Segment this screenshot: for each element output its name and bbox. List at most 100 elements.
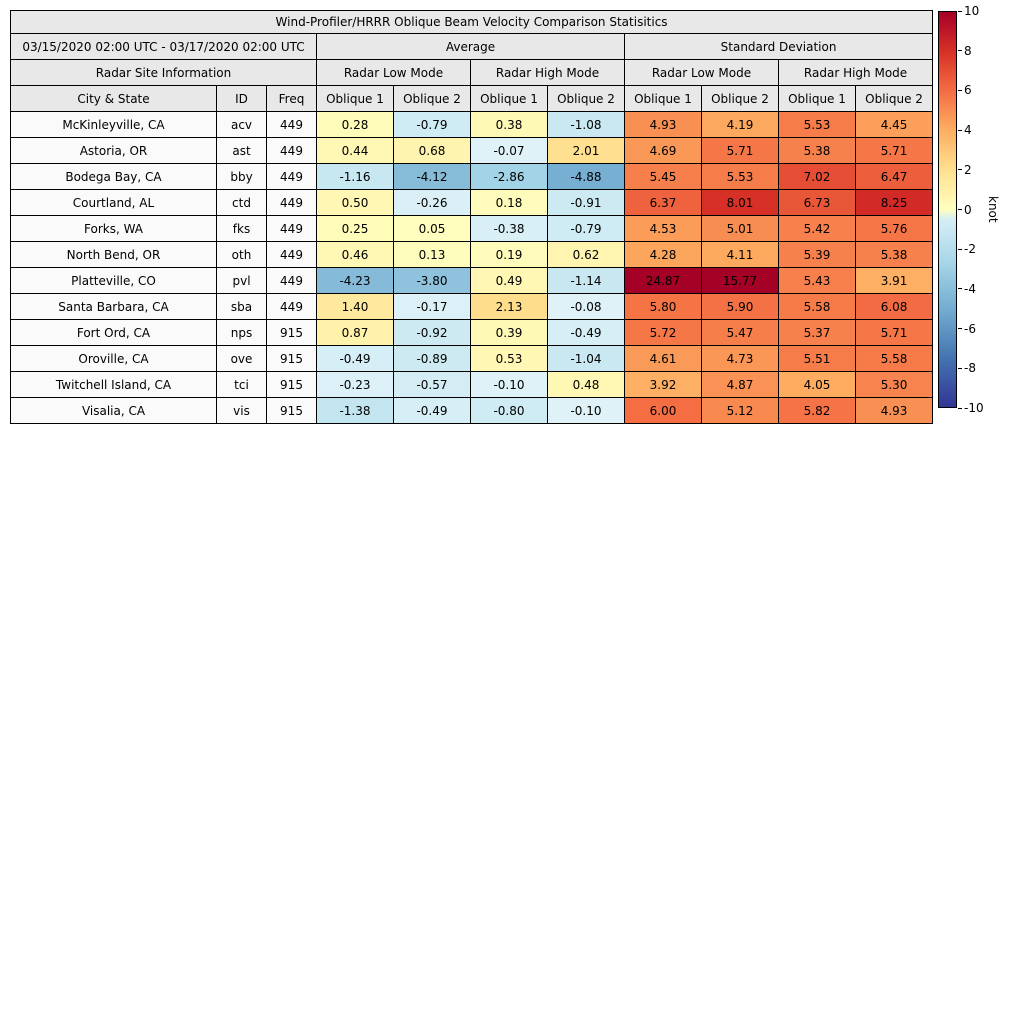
value-cell: 5.80 [624, 293, 702, 320]
colorbar-unit-label: knot [986, 196, 1000, 223]
value-cell: -0.49 [547, 319, 625, 346]
average-section-header: Average [316, 33, 625, 60]
city-cell: Fort Ord, CA [10, 319, 217, 346]
value-cell: 0.68 [393, 137, 471, 164]
freq-cell: 449 [266, 267, 317, 294]
colorbar [938, 11, 957, 408]
table-row: Fort Ord, CA nps 915 0.87 -0.92 0.39 -0.49 5.72… [10, 319, 934, 346]
value-cell: -1.38 [316, 397, 394, 424]
column-header-oblique: Oblique 2 [854, 85, 934, 112]
table-row: Twitchell Island, CA tci 915 -0.23 -0.57 -0.1… [10, 371, 934, 398]
value-cell: 0.25 [316, 215, 394, 242]
column-header-city: City & State [10, 85, 217, 112]
table-row: Platteville, CO pvl 449 -4.23 -3.80 0.49 -1.14… [10, 267, 934, 294]
site-id-cell: bby [216, 163, 267, 190]
colorbar-tick-label: 8 [964, 43, 972, 58]
value-cell: -1.14 [547, 267, 625, 294]
value-cell: -0.26 [393, 189, 471, 216]
value-cell: -0.17 [393, 293, 471, 320]
value-cell: 0.05 [393, 215, 471, 242]
value-cell: -0.79 [547, 215, 625, 242]
site-id-cell: pvl [216, 267, 267, 294]
value-cell: 0.39 [470, 319, 548, 346]
value-cell: 6.47 [854, 163, 934, 190]
value-cell: -1.04 [547, 345, 625, 372]
colorbar-tick-mark [958, 50, 962, 52]
colorbar-tick-mark [958, 248, 962, 250]
value-cell: 5.43 [778, 267, 856, 294]
city-cell: North Bend, OR [10, 241, 217, 268]
value-cell: 5.53 [778, 111, 856, 138]
value-cell: 6.73 [778, 189, 856, 216]
column-header-oblique: Oblique 2 [393, 85, 471, 112]
value-cell: -0.07 [470, 137, 548, 164]
colorbar-tick-mark [958, 367, 962, 369]
colorbar-tick-label: 0 [964, 202, 972, 217]
site-id-cell: fks [216, 215, 267, 242]
site-id-cell: tci [216, 371, 267, 398]
value-cell: 4.93 [624, 111, 702, 138]
table-row: Astoria, OR ast 449 0.44 0.68 -0.07 2.01 4.69 5.… [10, 137, 934, 164]
table-row: McKinleyville, CA acv 449 0.28 -0.79 0.38 -1.0… [10, 111, 934, 138]
site-info-header: Radar Site Information [10, 59, 317, 86]
column-header-oblique: Oblique 1 [624, 85, 702, 112]
value-cell: -4.88 [547, 163, 625, 190]
title-row: Wind-Profiler/HRRR Oblique Beam Velocity… [9, 10, 934, 34]
avg-low-mode-header: Radar Low Mode [316, 59, 471, 86]
value-cell: -0.23 [316, 371, 394, 398]
value-cell: 0.38 [470, 111, 548, 138]
std-high-mode-header: Radar High Mode [777, 59, 934, 86]
value-cell: -4.12 [393, 163, 471, 190]
value-cell: 5.42 [778, 215, 856, 242]
value-cell: -0.89 [393, 345, 471, 372]
colorbar-tick-label: 2 [964, 162, 972, 177]
value-cell: 4.28 [624, 241, 702, 268]
value-cell: 1.40 [316, 293, 394, 320]
value-cell: 4.61 [624, 345, 702, 372]
value-cell: 2.01 [547, 137, 625, 164]
value-cell: -0.38 [470, 215, 548, 242]
value-cell: 8.25 [854, 189, 934, 216]
table-row: Visalia, CA vis 915 -1.38 -0.49 -0.80 -0.10 6.0… [10, 397, 934, 424]
column-header-freq: Freq [266, 85, 317, 112]
city-cell: Twitchell Island, CA [10, 371, 217, 398]
value-cell: 4.45 [854, 111, 934, 138]
value-cell: 5.39 [778, 241, 856, 268]
table-row: Forks, WA fks 449 0.25 0.05 -0.38 -0.79 4.53 5.0… [10, 215, 934, 242]
value-cell: 5.01 [701, 215, 779, 242]
value-cell: 5.53 [701, 163, 779, 190]
colorbar-tick-mark [958, 129, 962, 131]
colorbar-gradient [939, 12, 956, 407]
value-cell: -0.08 [547, 293, 625, 320]
city-cell: Visalia, CA [10, 397, 217, 424]
value-cell: 0.48 [547, 371, 625, 398]
value-cell: 5.38 [854, 241, 934, 268]
value-cell: -0.49 [393, 397, 471, 424]
value-cell: -0.49 [316, 345, 394, 372]
colorbar-tick-mark [958, 89, 962, 91]
value-cell: -3.80 [393, 267, 471, 294]
value-cell: 6.37 [624, 189, 702, 216]
value-cell: 6.08 [854, 293, 934, 320]
city-cell: Oroville, CA [10, 345, 217, 372]
freq-cell: 915 [266, 319, 317, 346]
column-header-oblique: Oblique 1 [470, 85, 548, 112]
colorbar-tick-mark [958, 209, 962, 210]
freq-cell: 449 [266, 137, 317, 164]
table-body: McKinleyville, CA acv 449 0.28 -0.79 0.38 -1.0… [10, 111, 934, 424]
column-header-oblique: Oblique 2 [701, 85, 779, 112]
freq-cell: 449 [266, 189, 317, 216]
colorbar-tick-mark [958, 169, 962, 171]
value-cell: 0.19 [470, 241, 548, 268]
value-cell: 4.11 [701, 241, 779, 268]
value-cell: 24.87 [624, 267, 702, 294]
value-cell: -0.91 [547, 189, 625, 216]
value-cell: -0.79 [393, 111, 471, 138]
avg-high-mode-header: Radar High Mode [470, 59, 625, 86]
city-cell: McKinleyville, CA [10, 111, 217, 138]
colorbar-tick-mark [958, 328, 962, 330]
freq-cell: 449 [266, 215, 317, 242]
value-cell: 0.13 [393, 241, 471, 268]
value-cell: 0.53 [470, 345, 548, 372]
value-cell: 6.00 [624, 397, 702, 424]
